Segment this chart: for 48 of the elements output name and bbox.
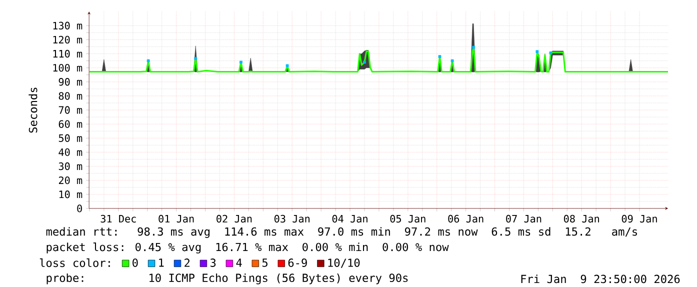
x-tick-label: 01 Jan <box>158 215 194 223</box>
y-tick-label: 120 m <box>53 36 82 44</box>
legend-label: 2 <box>184 258 190 267</box>
y-tick-label: 110 m <box>53 50 82 58</box>
y-tick-label: 20 m <box>58 176 82 184</box>
legend-label: 5 <box>262 258 268 268</box>
y-axis-title: Seconds <box>28 88 38 133</box>
text: probe: 10 ICMP Echo Pings (56 Bytes) every 90s <box>46 274 408 284</box>
y-tick-label: 50 m <box>58 134 82 142</box>
y-tick-label: 80 m <box>58 92 82 100</box>
point <box>472 46 475 49</box>
legend-label: 3 <box>210 258 216 268</box>
y-tick-label: 40 m <box>58 148 82 156</box>
y-tick-label: 100 m <box>53 64 82 72</box>
y-tick-label: 70 m <box>58 106 82 114</box>
point <box>363 60 366 64</box>
y-tick-label: 60 m <box>58 120 82 128</box>
y-tick-label: 130 m <box>53 22 82 30</box>
x-tick-label: 03 Jan <box>274 215 310 223</box>
y-tick-label: 10 m <box>59 190 82 198</box>
x-tick-label: 05 Jan <box>390 215 426 223</box>
point <box>194 57 198 60</box>
legend-title: loss color: <box>40 258 110 268</box>
legend-label: 4 <box>236 258 242 267</box>
text: median rtt: 98.3 ms avg 114.6 ms max 97.0 ms min 97.2 ms now 6.5 ms sd 15.2 am/s <box>46 227 637 238</box>
point <box>438 55 442 58</box>
x-tick-label: 02 Jan <box>216 215 252 223</box>
legend-label: 1 <box>159 258 164 267</box>
point <box>240 60 242 64</box>
text: packet loss: 0.45 % avg 16.71 % max 0.00 % min 0.00 % now <box>46 242 449 254</box>
point <box>286 64 289 68</box>
x-tick-label: 06 Jan <box>448 215 484 223</box>
text: Fri Jan 9 23:50:00 2026 <box>521 274 680 284</box>
x-tick-label: 08 Jan <box>564 215 600 223</box>
point <box>536 50 539 54</box>
x-tick-label: 09 Jan <box>622 215 657 223</box>
point <box>146 60 150 62</box>
point <box>549 52 552 55</box>
y-tick-label: 90 m <box>58 78 82 86</box>
x-tick-label: 04 Jan <box>332 215 368 223</box>
legend-label: 0 <box>132 258 138 268</box>
legend-label: 10/10 <box>328 258 360 268</box>
x-tick-label: 31 Dec <box>100 215 136 223</box>
x-tick-label: 07 Jan <box>506 215 542 223</box>
y-tick-label: 0 <box>77 204 82 212</box>
y-tick-label: 30 m <box>58 162 82 170</box>
legend-label: 6-9 <box>288 258 307 268</box>
point <box>450 60 454 62</box>
